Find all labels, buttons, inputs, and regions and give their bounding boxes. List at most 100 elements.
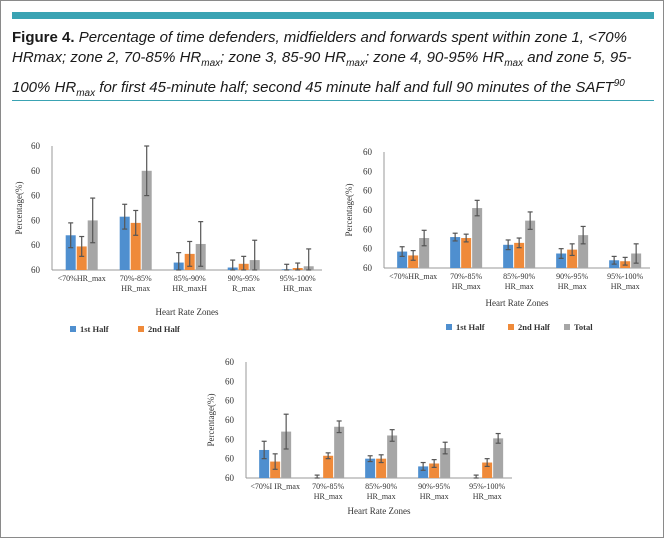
y-tick-label: 60 [363, 244, 373, 254]
x-tick-label: HR_max [473, 492, 502, 501]
y-axis-label: Percentage(%) [206, 394, 216, 447]
legend-label: 2nd Half [518, 322, 550, 332]
y-tick-label: 60 [363, 166, 373, 176]
y-tick-label: 60 [31, 166, 41, 176]
caption-part-9: 90 [613, 78, 625, 89]
y-tick-label: 60 [363, 186, 373, 196]
caption-part-0: Percentage of time defenders, midfielder… [12, 29, 627, 66]
bar-total [440, 448, 451, 478]
y-tick-label: 60 [31, 265, 41, 275]
legend-swatch [508, 324, 514, 330]
x-tick-label: HR_maxH [172, 284, 207, 293]
y-tick-label: 60 [363, 263, 373, 273]
bar-first [259, 449, 270, 478]
x-tick-label: HR_max [420, 492, 449, 501]
bar-second [76, 246, 87, 270]
y-tick-label: 60 [31, 141, 41, 151]
bar-total [525, 220, 536, 268]
bar-second [130, 222, 141, 270]
caption-rule [12, 100, 654, 101]
bar-total [334, 426, 345, 478]
bar-first [450, 237, 461, 268]
x-tick-label: <70%HR_max [58, 274, 106, 283]
x-tick-label: 70%-85% [120, 274, 152, 283]
bar-second [461, 238, 472, 268]
bar-second [482, 462, 493, 478]
y-axis-label: Percentage(%) [14, 182, 24, 235]
legend-swatch [446, 324, 452, 330]
y-tick-label: 60 [363, 147, 373, 157]
x-tick-label: 70%-85% [312, 482, 344, 491]
caption-part-8: for first 45-minute half; second 45 minu… [95, 79, 614, 96]
bar-total [493, 438, 504, 478]
bar-second [567, 249, 578, 268]
x-axis-label: Heart Rate Zones [156, 307, 219, 317]
x-tick-label: HR_max [452, 282, 481, 291]
y-tick-label: 60 [225, 415, 235, 425]
x-tick-label: HR_max [121, 284, 150, 293]
x-tick-label: 95%-100% [280, 274, 316, 283]
chart-first-half-second-half: 60 60 60 60 60 60 Percentage(%) <70%HR_max 70%-8… [14, 141, 322, 334]
x-tick-label: 85%-90% [503, 272, 535, 281]
legend-label: 1st Half [456, 322, 485, 332]
y-tick-label: 60 [363, 205, 373, 215]
bar-first [503, 244, 514, 268]
x-tick-label: HR_max [505, 282, 534, 291]
bar-first [365, 458, 376, 478]
y-tick-label: 60 [363, 224, 373, 234]
bar-total [281, 431, 292, 478]
bar-first [65, 235, 76, 270]
y-tick-label: 60 [225, 473, 235, 483]
bar-first [397, 251, 408, 268]
bar-total [472, 208, 483, 268]
x-tick-label: 90%-95% [556, 272, 588, 281]
y-tick-label: 60 [31, 215, 41, 225]
figure-label: Figure 4. [12, 29, 75, 46]
bar-first [418, 466, 429, 478]
caption-part-1: max [201, 58, 221, 69]
caption-part-7: max [76, 88, 96, 99]
bar-second [429, 463, 440, 478]
x-tick-label: HR_max [283, 284, 312, 293]
caption-part-4: ; zone 4, 90-95% HR [364, 49, 505, 66]
legend-swatch [138, 326, 144, 332]
legend-label: 1st Half [80, 324, 109, 334]
bar-first [556, 253, 567, 268]
y-axis-label: Percentage(%) [344, 184, 354, 237]
figure-top-bar [12, 12, 654, 19]
bar-second [408, 255, 419, 268]
x-tick-label: R_max [232, 284, 255, 293]
x-tick-label: 95%-100% [469, 482, 505, 491]
legend-swatch [564, 324, 570, 330]
y-tick-label: 60 [225, 434, 235, 444]
bar-second [514, 242, 525, 268]
y-tick-label: 60 [31, 240, 41, 250]
y-tick-label: 60 [225, 376, 235, 386]
bar-second [323, 455, 334, 478]
caption-part-6: and zone 5, 95-100% HR [12, 49, 632, 96]
figure-caption-text: Percentage of time defenders, midfielder… [12, 29, 632, 99]
x-axis-label: Heart Rate Zones [486, 298, 549, 308]
chart-with-total: 60 60 60 60 60 60 60 Percentage(%) <70%HR_max 70%… [344, 147, 650, 332]
y-tick-label: 60 [31, 191, 41, 201]
x-tick-label: HR_max [558, 282, 587, 291]
x-axis-label: Heart Rate Zones [348, 506, 411, 516]
bar-total [387, 435, 398, 478]
figure-caption: Figure 4. Percentage of time defenders, … [12, 28, 658, 104]
x-tick-label: 85%-90% [365, 482, 397, 491]
bar-total [141, 170, 152, 270]
bar-second [376, 458, 387, 478]
legend-label: 2nd Half [148, 324, 180, 334]
x-tick-label: HR_max [367, 492, 396, 501]
y-tick-label: 60 [225, 357, 235, 367]
y-tick-label: 60 [225, 454, 235, 464]
x-tick-label: 70%-85% [450, 272, 482, 281]
chart-bottom: 60 60 60 60 60 60 60 Percentage(%) <70%I IR_max 7… [206, 357, 512, 516]
caption-part-3: max [346, 58, 365, 69]
bar-total [87, 220, 98, 270]
y-tick-label: 60 [225, 396, 235, 406]
x-tick-label: <70%HR_max [389, 272, 437, 281]
x-tick-label: 90%-95% [418, 482, 450, 491]
x-tick-label: 95%-100% [607, 272, 643, 281]
